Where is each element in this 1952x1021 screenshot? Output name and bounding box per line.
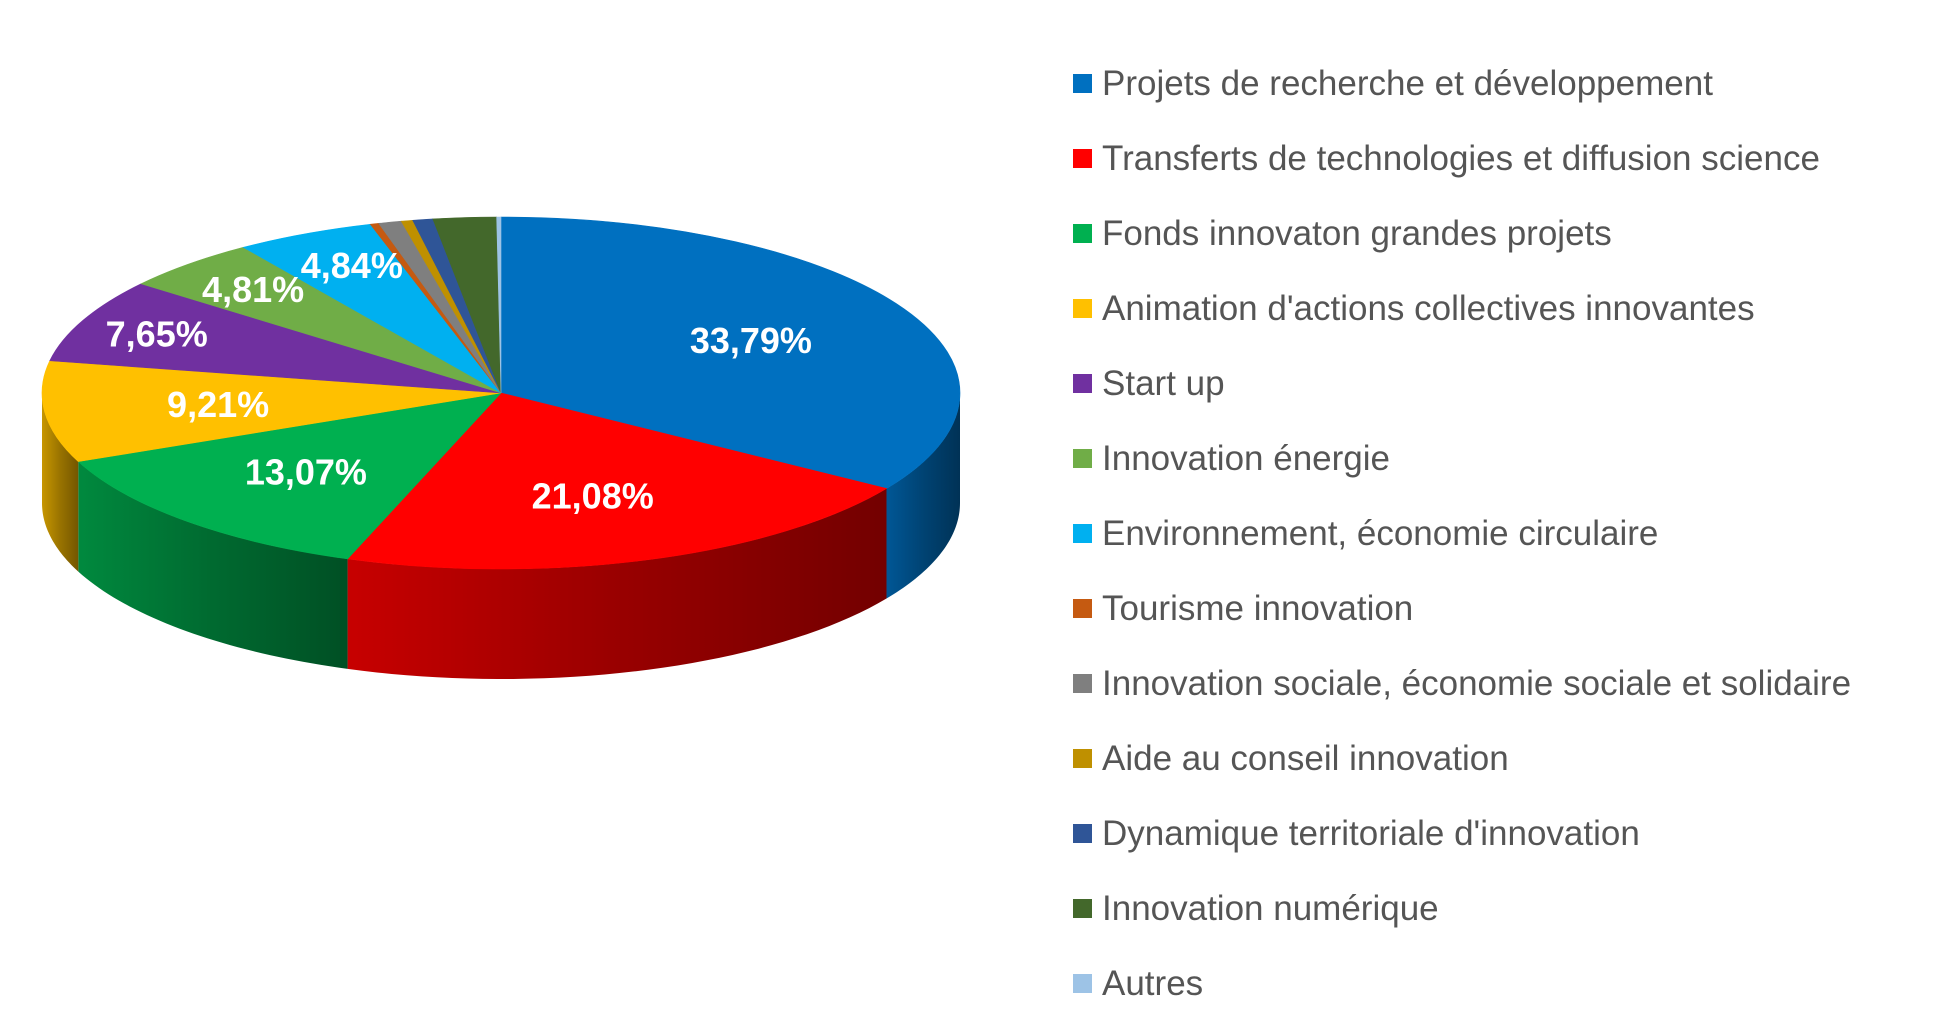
pie-side-fonds-innovaton-grandes-projets bbox=[78, 461, 348, 669]
pie-side-transferts-de-technologies-et-diffusion-science bbox=[347, 488, 887, 679]
legend-swatch bbox=[1073, 899, 1092, 918]
pie-chart-svg: 33,79% 21,08% 13,07% 9,21% 7,65%4,81%4,84% bbox=[41, 216, 961, 679]
legend-label: Environnement, économie circulaire bbox=[1102, 513, 1659, 553]
legend-label: Projets de recherche et développement bbox=[1102, 63, 1713, 103]
legend: Projets de recherche et développement Tra… bbox=[1073, 46, 1933, 1021]
legend-swatch bbox=[1073, 149, 1092, 168]
legend-swatch bbox=[1073, 674, 1092, 693]
legend-swatch bbox=[1073, 599, 1092, 618]
pie-top bbox=[41, 216, 961, 570]
data-label-projets-de-recherche-et-developpement: 33,79% bbox=[690, 320, 812, 361]
legend-label: Dynamique territoriale d'innovation bbox=[1102, 813, 1640, 853]
pie-side-projets-de-recherche-et-developpement bbox=[886, 393, 960, 599]
data-label-animation-d-actions-collectives-innovantes: 9,21% bbox=[167, 384, 269, 425]
data-label-transferts-de-technologies-et-diffusion-science: 21,08% bbox=[532, 475, 654, 516]
pie-slice-projets-de-recherche-et-developpement[interactable] bbox=[500, 216, 961, 489]
legend-swatch bbox=[1073, 749, 1092, 768]
legend-item-transferts-de-technologies-et-diffusion-science[interactable]: Transferts de technologies et diffusion … bbox=[1073, 121, 1933, 196]
legend-item-aide-au-conseil-innovation[interactable]: Aide au conseil innovation bbox=[1073, 721, 1933, 796]
legend-swatch bbox=[1073, 374, 1092, 393]
legend-item-autres[interactable]: Autres bbox=[1073, 946, 1933, 1021]
legend-label: Innovation numérique bbox=[1102, 888, 1439, 928]
legend-label: Tourisme innovation bbox=[1102, 588, 1414, 628]
pie-slice-animation-d-actions-collectives-innovantes[interactable] bbox=[41, 360, 502, 462]
pie-labels: 33,79% 21,08% 13,07% 9,21% 7,65%4,81%4,84% bbox=[106, 245, 812, 517]
legend-swatch bbox=[1073, 74, 1092, 93]
legend-swatch bbox=[1073, 224, 1092, 243]
legend-item-innovation-sociale-economie-sociale-et-solidaire[interactable]: Innovation sociale, économie sociale et … bbox=[1073, 646, 1933, 721]
legend-label: Aide au conseil innovation bbox=[1102, 738, 1509, 778]
data-label-start-up: 7,65% bbox=[106, 314, 208, 355]
legend-item-projets-de-recherche-et-developpement[interactable]: Projets de recherche et développement bbox=[1073, 46, 1933, 121]
pie-side-animation-d-actions-collectives-innovantes bbox=[42, 393, 79, 572]
legend-label: Start up bbox=[1102, 363, 1225, 403]
legend-item-innovation-energie[interactable]: Innovation énergie bbox=[1073, 421, 1933, 496]
legend-label: Animation d'actions collectives innovant… bbox=[1102, 288, 1755, 328]
pie-slice-fonds-innovaton-grandes-projets[interactable] bbox=[77, 392, 502, 560]
legend-item-start-up[interactable]: Start up bbox=[1073, 346, 1933, 421]
legend-label: Autres bbox=[1102, 963, 1204, 1003]
legend-item-fonds-innovaton-grandes-projets[interactable]: Fonds innovaton grandes projets bbox=[1073, 196, 1933, 271]
data-label-fonds-innovaton-grandes-projets: 13,07% bbox=[245, 451, 367, 492]
pie-slice-autres[interactable] bbox=[496, 216, 502, 394]
pie-slice-start-up[interactable] bbox=[49, 283, 502, 394]
legend-item-tourisme-innovation[interactable]: Tourisme innovation bbox=[1073, 571, 1933, 646]
legend-item-innovation-numerique[interactable]: Innovation numérique bbox=[1073, 871, 1933, 946]
pie-slice-transferts-de-technologies-et-diffusion-science[interactable] bbox=[346, 392, 888, 570]
legend-swatch bbox=[1073, 524, 1092, 543]
legend-swatch bbox=[1073, 974, 1092, 993]
legend-label: Transferts de technologies et diffusion … bbox=[1102, 138, 1820, 178]
legend-label: Innovation énergie bbox=[1102, 438, 1390, 478]
legend-item-animation-d-actions-collectives-innovantes[interactable]: Animation d'actions collectives innovant… bbox=[1073, 271, 1933, 346]
legend-item-dynamique-territoriale-d-innovation[interactable]: Dynamique territoriale d'innovation bbox=[1073, 796, 1933, 871]
legend-swatch bbox=[1073, 824, 1092, 843]
data-label-innovation-energie: 4,81% bbox=[202, 269, 304, 310]
legend-label: Innovation sociale, économie sociale et … bbox=[1102, 663, 1852, 703]
data-label-environnement-economie-circulaire: 4,84% bbox=[301, 245, 403, 286]
pie-sides bbox=[42, 393, 960, 679]
legend-label: Fonds innovaton grandes projets bbox=[1102, 213, 1612, 253]
legend-swatch bbox=[1073, 449, 1092, 468]
legend-swatch bbox=[1073, 299, 1092, 318]
legend-item-environnement-economie-circulaire[interactable]: Environnement, économie circulaire bbox=[1073, 496, 1933, 571]
